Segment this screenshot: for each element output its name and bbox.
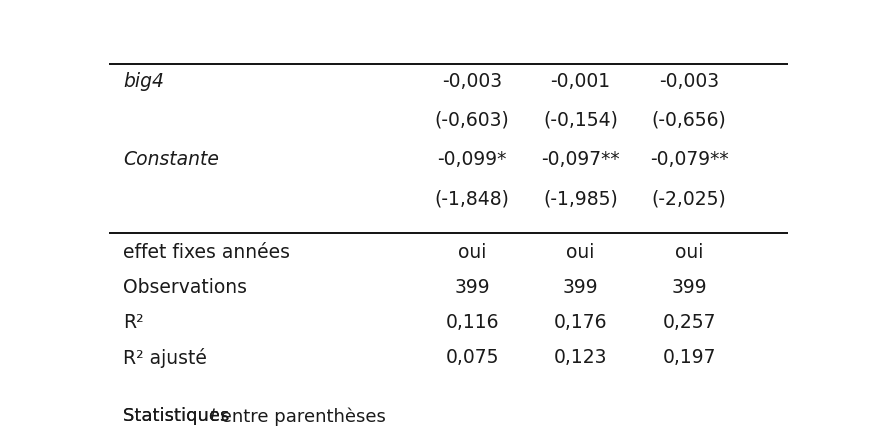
Text: R² ajusté: R² ajusté xyxy=(123,347,206,367)
Text: R²: R² xyxy=(123,312,144,331)
Text: Observations: Observations xyxy=(123,277,247,296)
Text: oui: oui xyxy=(675,243,704,261)
Text: Constante: Constante xyxy=(123,150,219,169)
Text: -0,001: -0,001 xyxy=(550,71,611,90)
Text: oui: oui xyxy=(566,243,595,261)
Text: (-0,603): (-0,603) xyxy=(435,111,509,129)
Text: (-0,154): (-0,154) xyxy=(543,111,618,129)
Text: entre parenthèses: entre parenthèses xyxy=(215,406,386,425)
Text: 0,197: 0,197 xyxy=(662,347,716,366)
Text: t: t xyxy=(210,406,217,424)
Text: -0,003: -0,003 xyxy=(442,71,502,90)
Text: -0,003: -0,003 xyxy=(659,71,719,90)
Text: big4: big4 xyxy=(123,71,164,90)
Text: 0,075: 0,075 xyxy=(445,347,499,366)
Text: 0,257: 0,257 xyxy=(662,312,716,331)
Text: (-1,848): (-1,848) xyxy=(435,189,509,208)
Text: -0,097**: -0,097** xyxy=(542,150,620,169)
Text: 0,123: 0,123 xyxy=(554,347,607,366)
Text: Statistiques: Statistiques xyxy=(123,406,235,424)
Text: (-0,656): (-0,656) xyxy=(652,111,726,129)
Text: (-1,985): (-1,985) xyxy=(543,189,618,208)
Text: oui: oui xyxy=(458,243,486,261)
Text: -0,079**: -0,079** xyxy=(650,150,729,169)
Text: effet fixes années: effet fixes années xyxy=(123,243,290,261)
Text: 399: 399 xyxy=(454,277,490,296)
Text: 399: 399 xyxy=(563,277,598,296)
Text: 0,116: 0,116 xyxy=(445,312,499,331)
Text: -0,099*: -0,099* xyxy=(438,150,507,169)
Text: Statistiques: Statistiques xyxy=(123,406,235,424)
Text: (-2,025): (-2,025) xyxy=(652,189,726,208)
Text: 0,176: 0,176 xyxy=(554,312,607,331)
Text: 399: 399 xyxy=(671,277,707,296)
